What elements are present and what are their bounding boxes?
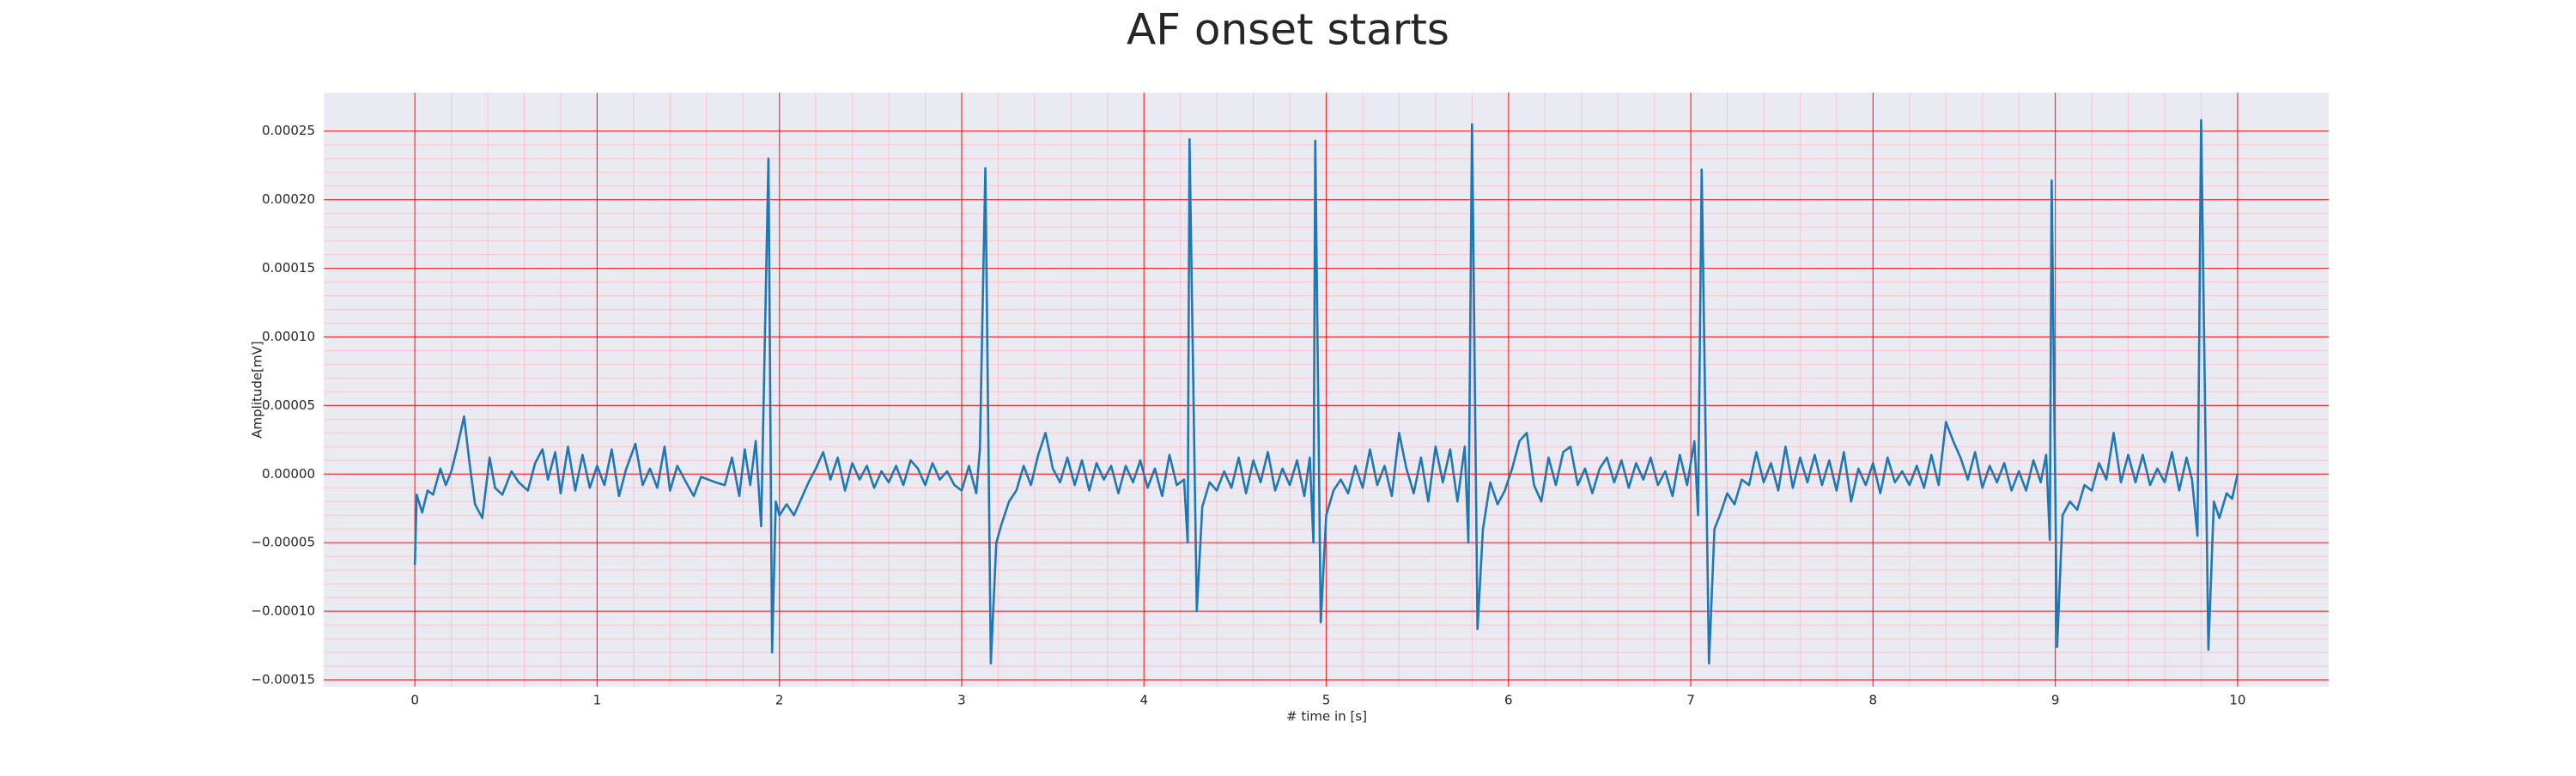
data-line	[413, 118, 2239, 665]
x-tick-label: 8	[1869, 693, 1878, 708]
x-tick-label: 4	[1139, 693, 1148, 708]
x-tick-label: 2	[775, 693, 784, 708]
x-tick-label: 7	[1686, 693, 1695, 708]
y-tick-label: 0.00015	[262, 260, 315, 276]
y-tick-label: 0.00000	[262, 466, 315, 482]
x-tick-label: 0	[410, 693, 419, 708]
x-axis-label: # time in [s]	[1286, 709, 1367, 724]
y-axis-label: Amplitude[mV]	[250, 341, 265, 438]
y-tick-label: −0.00010	[251, 603, 315, 619]
y-tick-label: 0.00005	[262, 397, 315, 413]
x-tick-label: 5	[1322, 693, 1331, 708]
y-tick-label: 0.00025	[262, 123, 315, 138]
y-tick-label: 0.00010	[262, 329, 315, 344]
x-tick-label: 6	[1504, 693, 1513, 708]
chart-title: AF onset starts	[1127, 5, 1449, 55]
y-tick-label: −0.00015	[251, 672, 315, 688]
x-tick-label: 1	[593, 693, 602, 708]
y-tick-label: 0.00020	[262, 191, 315, 207]
x-tick-label: 9	[2051, 693, 2060, 708]
y-tick-label: −0.00005	[251, 535, 315, 550]
x-tick-label: 10	[2229, 693, 2245, 708]
x-tick-label: 3	[957, 693, 966, 708]
